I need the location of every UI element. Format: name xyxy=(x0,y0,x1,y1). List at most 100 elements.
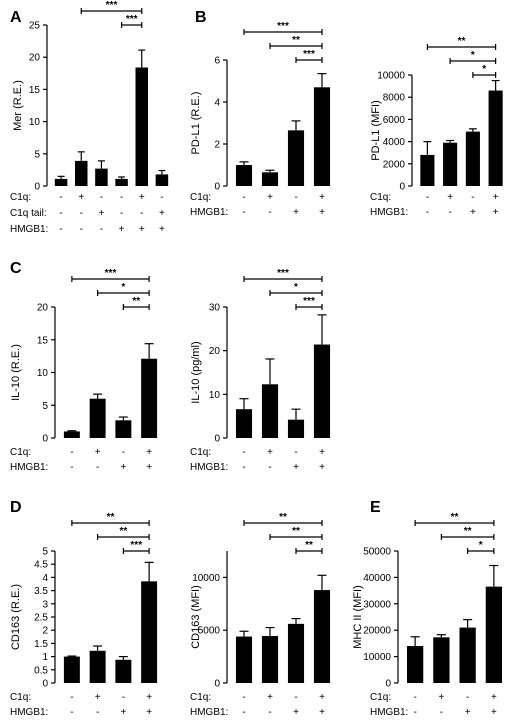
condition-sign: - xyxy=(122,692,125,703)
y-tick-label: 10 xyxy=(209,390,221,401)
y-tick-label: 20 xyxy=(209,346,221,357)
condition-sign: - xyxy=(70,692,73,703)
bar xyxy=(459,627,476,683)
condition-sign: - xyxy=(268,462,271,473)
y-axis-label: MHC II (MFI) xyxy=(352,585,364,649)
bar xyxy=(433,637,450,683)
significance-label: * xyxy=(479,540,483,551)
y-tick-label: 4000 xyxy=(383,137,406,148)
condition-sign: + xyxy=(95,692,101,703)
y-tick-label: 5 xyxy=(42,401,48,412)
condition-sign: + xyxy=(319,207,325,218)
y-tick-label: 2 xyxy=(42,626,48,637)
condition-label: HMGB1: xyxy=(10,707,48,718)
condition-sign: - xyxy=(426,192,429,203)
bar xyxy=(115,420,132,438)
condition-sign: - xyxy=(70,462,73,473)
condition-sign: - xyxy=(80,224,83,235)
y-tick-label: 2.5 xyxy=(34,613,48,624)
significance-label: ** xyxy=(451,512,459,523)
bar xyxy=(406,646,424,683)
bar xyxy=(488,90,503,186)
condition-sign: + xyxy=(319,192,325,203)
bar xyxy=(63,431,80,438)
significance-label: ** xyxy=(107,512,115,523)
bar xyxy=(287,419,305,438)
y-tick-label: 0.5 xyxy=(34,665,48,676)
condition-label: C1q tail: xyxy=(10,208,47,219)
bar xyxy=(313,87,331,186)
bar xyxy=(313,344,331,438)
condition-sign: + xyxy=(267,192,273,203)
condition-sign: - xyxy=(242,462,245,473)
condition-sign: - xyxy=(413,707,416,718)
condition-sign: - xyxy=(96,462,99,473)
y-axis-label: IL-10 (pg/ml) xyxy=(190,341,202,403)
bar xyxy=(141,581,158,683)
condition-label: C1q: xyxy=(190,692,211,703)
y-tick-label: 30000 xyxy=(363,599,391,610)
significance-label: * xyxy=(294,282,298,293)
bar xyxy=(287,623,305,683)
y-tick-label: 3 xyxy=(42,599,48,610)
significance-label: ** xyxy=(292,526,300,537)
condition-sign: - xyxy=(466,692,469,703)
condition-label: HMGB1: xyxy=(370,707,408,718)
condition-label: HMGB1: xyxy=(190,462,228,473)
condition-sign: - xyxy=(120,192,123,203)
bar xyxy=(89,398,106,438)
bar xyxy=(135,67,149,186)
y-tick-label: 0 xyxy=(42,679,48,690)
y-axis-label: CD163 (R.E.) xyxy=(10,584,22,650)
significance-label: *** xyxy=(105,268,117,279)
condition-sign: - xyxy=(70,707,73,718)
condition-sign: - xyxy=(160,192,163,203)
significance-label: *** xyxy=(303,49,315,60)
y-tick-label: 10000 xyxy=(192,573,220,584)
condition-sign: - xyxy=(268,707,271,718)
condition-sign: + xyxy=(267,692,273,703)
significance-label: ** xyxy=(458,36,466,47)
y-tick-label: 15 xyxy=(29,85,41,96)
y-axis-label: PD-L1 (MFI) xyxy=(370,100,382,161)
condition-sign: - xyxy=(448,207,451,218)
panel-letter: E xyxy=(370,499,381,516)
condition-sign: - xyxy=(413,692,416,703)
significance-label: * xyxy=(121,282,125,293)
condition-sign: + xyxy=(139,192,145,203)
bar xyxy=(235,409,253,438)
bar xyxy=(115,659,132,683)
condition-sign: - xyxy=(80,208,83,219)
significance-label: ** xyxy=(279,512,287,523)
chart-panel: E 0 10000 20000 30000 40000 50000 MHC II (MFI) *… xyxy=(352,499,503,718)
condition-sign: - xyxy=(242,707,245,718)
bar xyxy=(420,154,435,186)
condition-sign: - xyxy=(59,192,62,203)
y-tick-label: 10000 xyxy=(377,71,405,82)
y-tick-label: 5000 xyxy=(198,626,221,637)
condition-label: C1q: xyxy=(190,192,211,203)
y-tick-label: 4 xyxy=(214,98,220,109)
condition-sign: - xyxy=(242,692,245,703)
significance-label: *** xyxy=(277,268,289,279)
bar xyxy=(54,178,68,186)
y-tick-label: 20 xyxy=(37,303,49,314)
condition-sign: + xyxy=(146,462,152,473)
panel-letter: B xyxy=(195,9,207,26)
y-tick-label: 25 xyxy=(29,21,41,32)
condition-sign: - xyxy=(140,208,143,219)
condition-sign: + xyxy=(95,447,101,458)
bar xyxy=(465,131,480,186)
y-tick-label: 5 xyxy=(42,547,48,558)
y-tick-label: 2000 xyxy=(383,159,406,170)
bar xyxy=(155,174,169,186)
condition-sign: - xyxy=(294,692,297,703)
y-tick-label: 4.5 xyxy=(34,560,48,571)
condition-sign: + xyxy=(146,447,152,458)
bar xyxy=(261,636,279,683)
condition-sign: - xyxy=(59,224,62,235)
bar xyxy=(63,656,80,683)
